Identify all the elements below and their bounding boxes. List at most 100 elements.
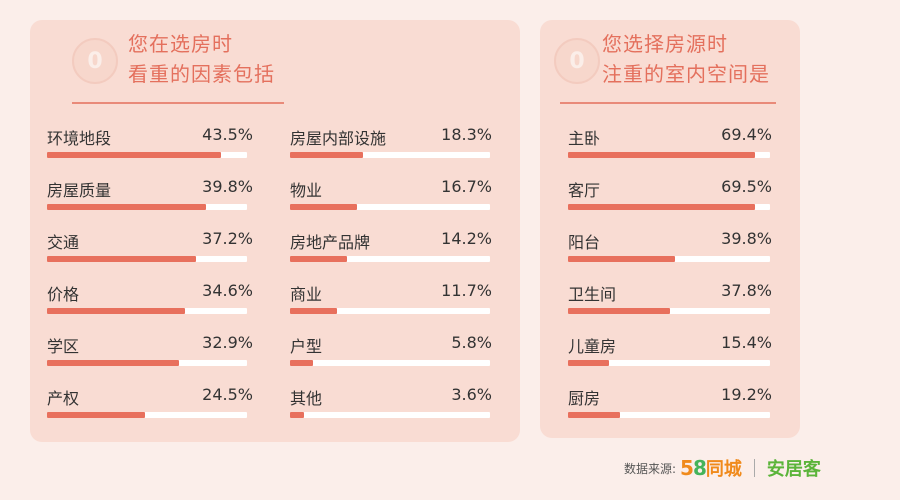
bar-value-label: 32.9% — [202, 333, 253, 352]
bar — [47, 412, 145, 418]
bar — [290, 256, 347, 262]
bar-value-label: 43.5% — [202, 125, 253, 144]
bar-label: 学区 — [47, 337, 80, 356]
bar-track — [290, 204, 490, 210]
left-title-line-2: 看重的因素包括 — [128, 62, 275, 86]
bar-label: 房屋内部设施 — [290, 129, 387, 148]
bar-label: 客厅 — [568, 181, 601, 200]
right-title-line-2: 注重的室内空间是 — [602, 62, 770, 86]
bar-row: 学区 32.9% — [47, 333, 253, 369]
bar-value-label: 34.6% — [202, 281, 253, 300]
bar-label: 主卧 — [568, 129, 601, 148]
bar-row: 卫生间 37.8% — [568, 281, 772, 317]
bar-track — [568, 152, 770, 158]
bar-label: 儿童房 — [568, 337, 617, 356]
bar-value-label: 19.2% — [721, 385, 772, 404]
bar-row: 主卧 69.4% — [568, 125, 772, 161]
bar-value-label: 37.2% — [202, 229, 253, 248]
bar — [568, 256, 676, 262]
bar-label: 户型 — [290, 337, 323, 356]
left-panel: 0 您在选房时 看重的因素包括 — [30, 20, 520, 442]
bar — [568, 360, 610, 366]
bar-track — [47, 204, 247, 210]
left-badge: 0 — [72, 38, 118, 84]
bar-label: 产权 — [47, 389, 80, 408]
right-panel: 0 您选择房源时 注重的室内空间是 — [540, 20, 800, 438]
source-label: 数据来源: — [624, 461, 677, 476]
bar — [290, 152, 364, 158]
bar-value-label: 39.8% — [202, 177, 253, 196]
bar-value-label: 39.8% — [721, 229, 772, 248]
bar-row: 房屋内部设施 18.3% — [290, 125, 492, 161]
bar-track — [290, 412, 490, 418]
bar — [568, 152, 755, 158]
bar — [47, 204, 207, 210]
bar-label: 环境地段 — [47, 129, 112, 148]
bar-value-label: 14.2% — [441, 229, 492, 248]
logo-58-text: 同城 — [705, 459, 742, 480]
bar-row: 客厅 69.5% — [568, 177, 772, 213]
bar — [290, 204, 357, 210]
bar — [47, 360, 179, 366]
bar — [568, 308, 670, 314]
bar-value-label: 3.6% — [451, 385, 492, 404]
bar-track — [568, 256, 770, 262]
bar-track — [47, 308, 247, 314]
bar-value-label: 37.8% — [721, 281, 772, 300]
bar-track — [290, 360, 490, 366]
bar-row: 阳台 39.8% — [568, 229, 772, 265]
bar-value-label: 11.7% — [441, 281, 492, 300]
bar-label: 房地产品牌 — [290, 233, 371, 252]
bar-row: 环境地段 43.5% — [47, 125, 253, 161]
bar-value-label: 18.3% — [441, 125, 492, 144]
bar-row: 物业 16.7% — [290, 177, 492, 213]
bar-value-label: 69.4% — [721, 125, 772, 144]
bar-track — [47, 256, 247, 262]
left-title-underline — [72, 102, 284, 104]
bar-label: 卫生间 — [568, 285, 617, 304]
bar-row: 商业 11.7% — [290, 281, 492, 317]
bar — [47, 308, 186, 314]
bar-row: 价格 34.6% — [47, 281, 253, 317]
bar-label: 厨房 — [568, 389, 601, 408]
bar-row: 房地产品牌 14.2% — [290, 229, 492, 265]
right-badge: 0 — [554, 38, 600, 84]
bar — [568, 412, 620, 418]
bar-label: 房屋质量 — [47, 181, 112, 200]
bar-label: 价格 — [47, 285, 80, 304]
right-title-line-1: 您选择房源时 — [602, 32, 728, 56]
bar — [47, 256, 196, 262]
bar-row: 产权 24.5% — [47, 385, 253, 421]
bar-track — [568, 308, 770, 314]
bar-track — [290, 152, 490, 158]
bar-track — [47, 152, 247, 158]
bar-track — [47, 412, 247, 418]
bar-value-label: 16.7% — [441, 177, 492, 196]
bar-label: 阳台 — [568, 233, 601, 252]
bar — [290, 308, 337, 314]
bar-track — [290, 308, 490, 314]
bar-track — [290, 256, 490, 262]
left-title-line-1: 您在选房时 — [128, 32, 233, 56]
footer-divider — [753, 459, 755, 477]
logo-anjuke: 安居客 — [766, 459, 821, 480]
bar-track — [568, 412, 770, 418]
bar-value-label: 15.4% — [721, 333, 772, 352]
bar — [568, 204, 756, 210]
bar-label: 交通 — [47, 233, 80, 252]
bar — [47, 152, 221, 158]
bar-row: 其他 3.6% — [290, 385, 492, 421]
bar-track — [568, 360, 770, 366]
bar-track — [568, 204, 770, 210]
bar-row: 厨房 19.2% — [568, 385, 772, 421]
right-title-underline — [560, 102, 776, 104]
bar-label: 商业 — [290, 285, 323, 304]
bar — [290, 360, 314, 366]
bar-row: 交通 37.2% — [47, 229, 253, 265]
bar-label: 其他 — [290, 389, 323, 408]
bar-row: 房屋质量 39.8% — [47, 177, 253, 213]
logo-58: 58 — [680, 456, 707, 480]
data-source-footer: 数据来源: 58 同城 安居客 — [624, 456, 821, 480]
bar-row: 儿童房 15.4% — [568, 333, 772, 369]
bar-track — [47, 360, 247, 366]
